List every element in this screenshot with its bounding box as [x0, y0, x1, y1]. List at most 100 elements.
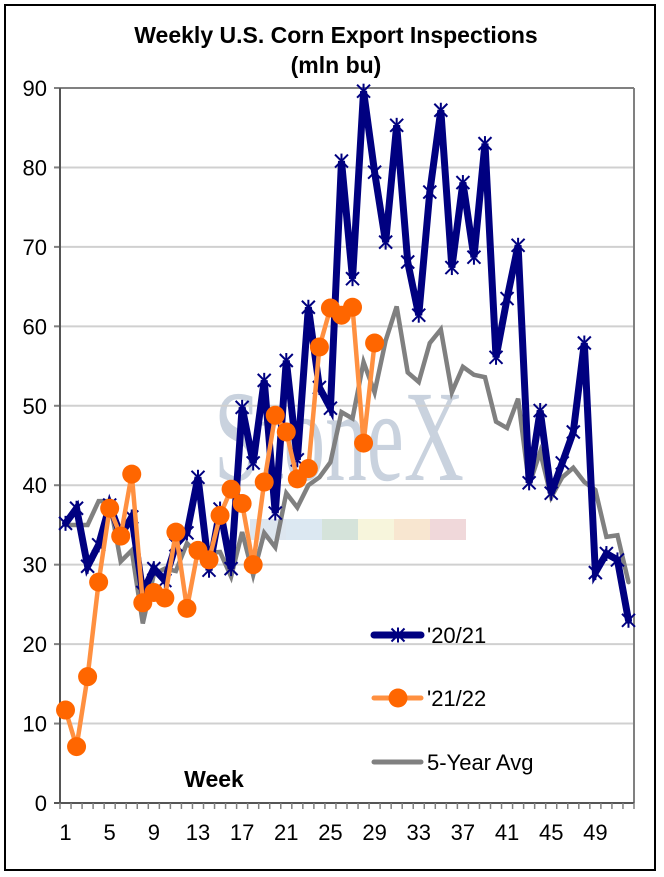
x-tick-label: 45: [539, 820, 563, 845]
legend-label: 5-Year Avg: [427, 750, 533, 775]
y-tick-label: 60: [23, 314, 47, 339]
legend-label: '21/22: [427, 686, 486, 711]
data-point: [122, 464, 142, 484]
data-point: [477, 136, 493, 152]
series-layer: [56, 83, 636, 757]
x-tick-labels: 1 5 9 13 17 21 25 29 33 37 41 45 49: [59, 820, 607, 845]
legend-marker: [390, 627, 406, 643]
data-point: [78, 667, 98, 687]
data-point: [67, 737, 87, 757]
watermark-strip-6: [430, 519, 466, 540]
data-point: [265, 405, 285, 425]
x-tick-label: 21: [274, 820, 298, 845]
x-tick-label: 9: [148, 820, 160, 845]
data-point: [532, 403, 548, 419]
data-point: [254, 472, 274, 492]
data-point: [599, 546, 614, 562]
legend: '20/21 '21/22 5-Year Avg: [370, 623, 533, 775]
data-point: [323, 400, 338, 416]
data-point: [199, 550, 219, 570]
data-point: [367, 164, 382, 180]
x-tick-label: 17: [230, 820, 254, 845]
data-point: [411, 307, 426, 323]
legend-marker: [388, 688, 408, 708]
y-tick-labels: 0 10 20 30 40 50 60 70 80 90: [23, 76, 47, 816]
axes: [54, 87, 635, 809]
data-point: [544, 485, 559, 501]
data-point: [177, 598, 197, 618]
data-point: [100, 498, 120, 518]
data-point: [89, 572, 109, 592]
y-tick-label: 40: [23, 473, 47, 498]
x-tick-label: 49: [583, 820, 607, 845]
x-tick-label: 1: [59, 820, 71, 845]
data-point: [155, 588, 175, 608]
data-point: [243, 555, 263, 575]
data-point: [257, 372, 272, 388]
data-point: [455, 175, 471, 191]
data-point: [577, 335, 592, 351]
data-point: [334, 153, 349, 169]
data-point: [345, 271, 360, 287]
data-point: [555, 455, 570, 471]
watermark-strip-4: [358, 519, 394, 540]
legend-label: '20/21: [427, 623, 486, 648]
data-point: [566, 424, 581, 440]
data-point: [621, 612, 636, 628]
data-point: [301, 299, 316, 315]
data-point: [499, 291, 515, 307]
watermark-strip-5: [394, 519, 430, 540]
data-point: [56, 700, 76, 720]
series-20-21: [58, 83, 636, 628]
data-point: [444, 260, 460, 276]
chart-title: Weekly U.S. Corn Export Inspections: [134, 22, 537, 48]
data-point: [356, 83, 371, 99]
data-point: [298, 459, 318, 479]
y-tick-label: 10: [23, 712, 47, 737]
chart-frame: [4, 4, 656, 871]
watermark-strip-3: [322, 519, 358, 540]
data-point: [588, 565, 603, 581]
y-tick-label: 70: [23, 235, 47, 260]
data-point: [354, 433, 374, 453]
data-point: [166, 522, 186, 542]
legend-item: '20/21: [370, 623, 486, 648]
legend-item: 5-Year Avg: [371, 750, 533, 775]
y-tick-label: 80: [23, 155, 47, 180]
data-point: [378, 234, 393, 250]
series-line: [62, 90, 632, 624]
data-point: [466, 249, 482, 265]
data-point: [232, 493, 252, 513]
data-point: [389, 117, 404, 133]
y-tick-label: 30: [23, 553, 47, 578]
data-point: [268, 505, 283, 521]
data-point: [245, 455, 261, 471]
data-point: [69, 500, 84, 516]
data-point: [610, 552, 625, 568]
data-point: [488, 349, 504, 365]
x-tick-label: 25: [318, 820, 342, 845]
data-point: [343, 297, 363, 317]
data-point: [365, 333, 385, 353]
x-tick-label: 33: [407, 820, 431, 845]
data-point: [422, 184, 437, 200]
data-point: [433, 102, 449, 118]
data-point: [210, 505, 230, 525]
data-point: [279, 352, 294, 368]
x-tick-label: 5: [104, 820, 116, 845]
series-21-22: [56, 297, 385, 757]
x-tick-label: 29: [362, 820, 386, 845]
data-point: [309, 337, 329, 357]
x-tick-label: 13: [186, 820, 210, 845]
data-point: [221, 479, 241, 499]
data-point: [190, 469, 206, 485]
data-point: [276, 422, 296, 442]
data-point: [400, 254, 415, 270]
data-point: [521, 475, 537, 491]
data-point: [111, 526, 131, 546]
data-point: [58, 515, 73, 531]
watermark-strip-2: [286, 519, 322, 540]
y-tick-label: 0: [35, 791, 47, 816]
x-tick-label: 41: [495, 820, 519, 845]
